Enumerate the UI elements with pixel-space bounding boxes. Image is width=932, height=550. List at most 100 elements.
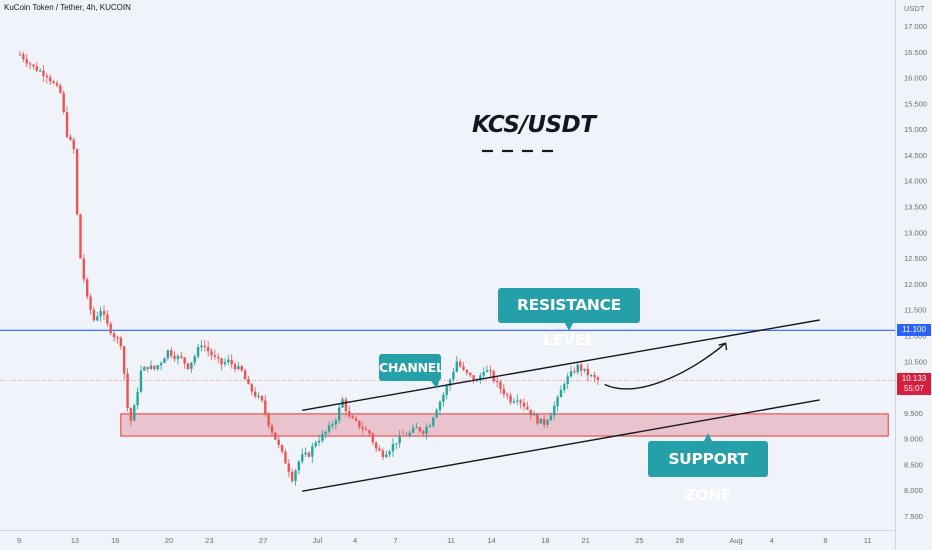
time-tick-label: 7 [393,536,397,545]
candle-body [499,381,502,389]
price-tick-label: 14.000 [904,177,927,186]
candle-body [287,463,290,472]
price-axis[interactable]: USDT 17.000 16.500 16.000 15.500 15.000 14.500… [904,4,927,521]
candle-body [92,309,96,321]
candle-body [485,370,489,372]
candle-body [277,439,280,445]
candle-body [203,345,206,348]
candle-body [294,470,297,482]
candle-body [596,377,600,380]
candle-body [482,371,485,376]
price-tick-label: 15.000 [904,125,927,134]
candle-body [401,435,405,437]
candle-body [79,214,82,259]
channel-lines [302,319,820,492]
candle-body [190,362,193,370]
time-axis[interactable]: 9 13 16 20 23 27 Jul 4 7 11 14 18 21 25 28 Aug 4 8 11 [17,536,872,545]
time-tick-label: 8 [823,536,827,545]
candle-body [348,411,351,417]
candle-body [358,420,361,428]
candle-body [133,405,136,421]
candle-body [237,365,240,370]
candle-body [38,70,42,72]
candle-body [82,258,86,280]
price-tick-label: 15.500 [904,99,927,108]
price-tick-label: 16.000 [904,74,927,83]
candle-body [32,64,35,67]
candle-body [139,370,143,392]
candle-body [129,407,133,421]
candle-body [72,139,75,150]
candle-body [250,384,254,392]
candle-body [173,355,176,360]
candle-body [321,434,324,441]
time-tick-label: 14 [487,536,495,545]
candle-body [364,429,368,431]
candle-body [126,373,129,408]
candle-body [502,388,506,395]
candle-body [579,364,583,371]
candle-body [455,361,458,372]
candle-body [509,395,512,403]
candle-body [22,54,25,60]
candle-body [425,426,428,434]
candle-body [304,452,307,455]
candle-body [45,75,49,78]
candle-body [586,368,590,376]
time-tick-label: 9 [17,536,21,545]
candle-body [327,425,331,432]
candle-body [532,414,536,416]
candle-body [344,399,348,412]
candle-body [405,435,408,437]
time-tick-label: 4 [353,536,357,545]
candle-body [489,370,492,372]
candle-body [59,85,62,93]
candle-body [247,379,250,385]
symbol-title[interactable]: KuCoin Token / Tether, 4h, KUCOIN [4,3,131,12]
candle-body [230,359,233,365]
candle-body [52,81,55,83]
candle-body [381,450,385,458]
candle-body [49,77,52,82]
candle-body [317,440,321,443]
candle-body [106,314,109,324]
candle-body [391,444,395,452]
candle-body [529,409,532,416]
candle-body [361,427,364,430]
time-tick-label: Aug [729,536,742,545]
chart-annotation-title: KCS/USDT [472,112,596,138]
time-tick-label: Jul [313,536,323,545]
candle-body [116,337,119,339]
price-tick-label: 7.500 [904,512,923,521]
candle-body [388,451,391,455]
candle-body [519,400,522,403]
candle-body [86,279,89,297]
candle-body [475,380,479,382]
candle-body [458,361,462,367]
candle-body [159,362,163,366]
candle-body [227,359,230,363]
candle-body [374,442,378,449]
support-label: SUPPORT ZONE [648,441,768,504]
candle-body [576,364,579,373]
candle-body [469,372,472,376]
candle-body [119,337,122,347]
candle-body [418,427,422,432]
candle-body [506,394,509,396]
price-tick-label: 16.500 [904,48,927,57]
candle-body [213,355,217,357]
candle-body [445,385,448,396]
candle-body [196,347,200,357]
support-zone-rect [120,413,889,437]
candle-body [274,432,277,440]
candle-body [438,401,442,411]
candle-body [378,448,381,451]
time-tick-label: 23 [205,536,213,545]
resistance-price-tag: 11.100 [897,324,931,336]
candle-body [432,417,435,426]
candle-body [149,365,153,370]
candle-body [270,425,274,433]
candle-body [297,461,301,471]
price-tick-label: 10.500 [904,357,927,366]
